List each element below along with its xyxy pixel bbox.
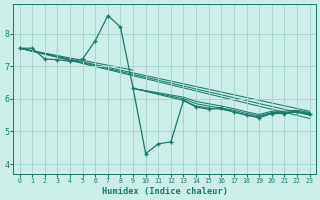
X-axis label: Humidex (Indice chaleur): Humidex (Indice chaleur) <box>101 187 228 196</box>
